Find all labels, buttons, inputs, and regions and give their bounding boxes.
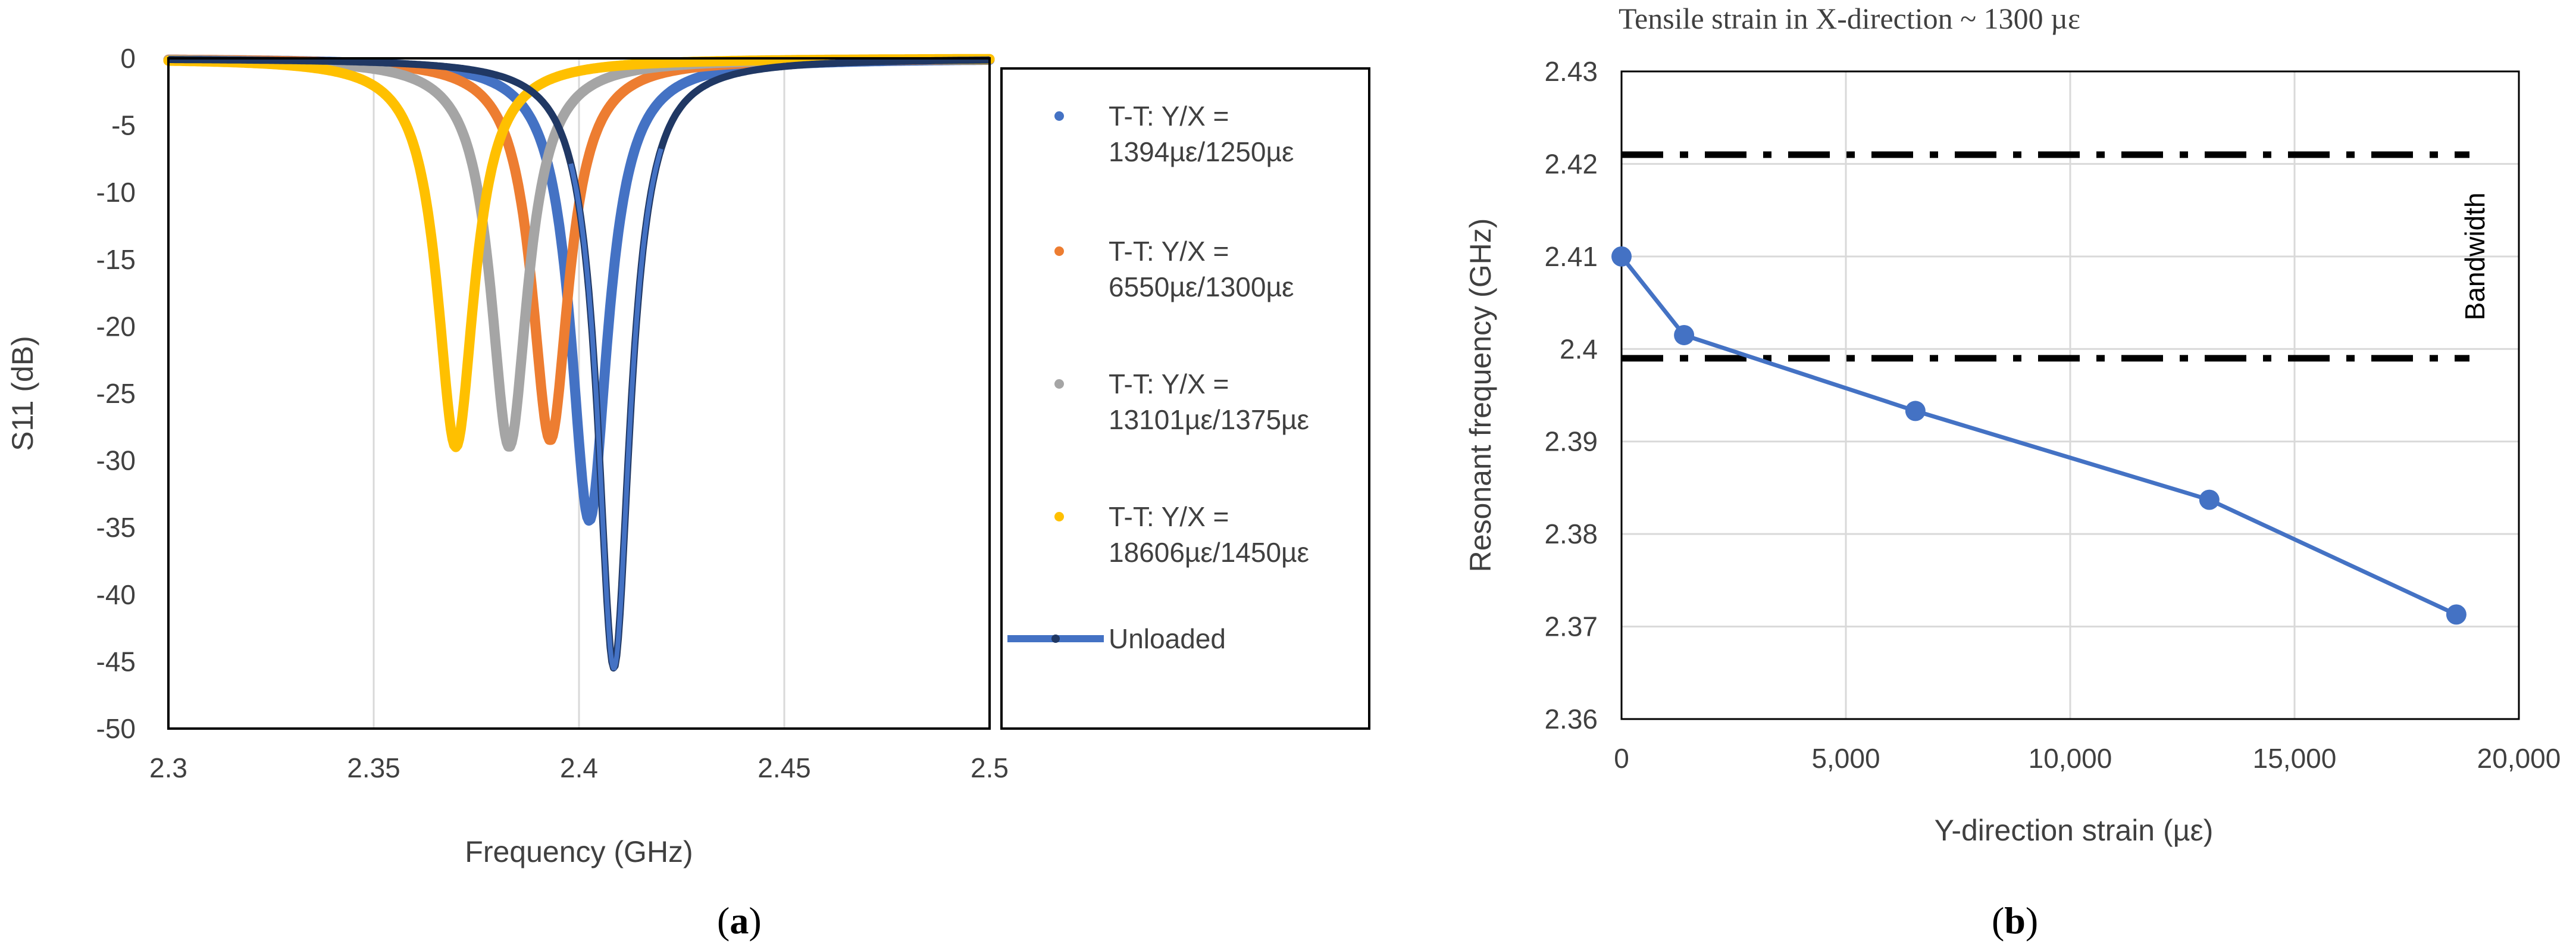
legend-a: T-T: Y/X = 1394µε/1250µε T-T: Y/X = 6550µε/…: [1000, 67, 1370, 730]
xtick-label-b: 0: [1614, 743, 1629, 774]
plot-border-a: [167, 57, 991, 730]
xtick-label-b: 15,000: [2253, 743, 2337, 774]
legend-marker-a-1: [1054, 246, 1064, 256]
legend-marker-a-3: [1054, 512, 1064, 521]
panel-a: 0 -5 -10 -15 -20 -25 -30 -35 -40 -45 -50 2.3 2.35 2.4…: [6, 43, 1370, 868]
bandwidth-label: Bandwidth: [2459, 192, 2490, 320]
legend-label-a-4: Unloaded: [1109, 623, 1226, 654]
xtick-label-a: 2.45: [758, 752, 811, 783]
legend-label-a-3-line2: 18606µε/1450µε: [1109, 537, 1309, 568]
ytick-label-a: 0: [120, 43, 136, 74]
ytick-label-b: 2.43: [1544, 56, 1598, 87]
xtick-label-b: 5,000: [1811, 743, 1880, 774]
ytick-label-b: 2.41: [1544, 241, 1598, 272]
legend-marker-a-0: [1054, 111, 1064, 121]
data-point-b: [1674, 324, 1695, 345]
ytick-label-a: -15: [96, 244, 136, 275]
xtick-label-a: 2.3: [149, 752, 187, 783]
ytick-label-a: -45: [96, 646, 136, 677]
plot-border-b: [1620, 70, 2520, 720]
legend-label-a-2: T-T: Y/X =: [1109, 368, 1229, 399]
ytick-label-a: -10: [96, 177, 136, 208]
y-axis-label-b: Resonant frequency (GHz): [1464, 218, 1497, 573]
ytick-label-a: -25: [96, 378, 136, 409]
ytick-label-a: -50: [96, 713, 136, 744]
x-axis-label-a: Frequency (GHz): [465, 835, 693, 868]
x-axis-label-b: Y-direction strain (µε): [1935, 814, 2214, 847]
xtick-label-a: 2.5: [971, 752, 1009, 783]
ytick-label-a: -20: [96, 311, 136, 342]
legend-label-a-2-line2: 13101µε/1375µε: [1109, 404, 1309, 435]
ytick-label-b: 2.38: [1544, 518, 1598, 549]
chart-title-b: Tensile strain in X-direction ~ 1300 µε: [1619, 2, 2080, 35]
series-curve-a-unloaded-tip: [568, 148, 663, 671]
data-point-b: [1611, 246, 1632, 267]
ytick-label-b: 2.36: [1544, 704, 1598, 735]
data-point-b: [2199, 489, 2220, 510]
y-axis-label-a: S11 (dB): [6, 336, 39, 451]
panel-b: Tensile strain in X-direction ~ 1300 µε B…: [1464, 2, 2561, 847]
legend-label-a-0-line2: 1394µε/1250µε: [1109, 136, 1294, 167]
legend-label-a-3: T-T: Y/X =: [1109, 501, 1229, 532]
xtick-label-a: 2.4: [560, 752, 598, 783]
caption-b: (b): [1992, 899, 2039, 942]
series-a-4: [166, 56, 992, 672]
legend-label-a-1: T-T: Y/X =: [1109, 236, 1229, 267]
ytick-label-b: 2.42: [1544, 148, 1598, 179]
legend-marker-dot-a-4: [1051, 635, 1060, 643]
caption-a: (a): [717, 899, 762, 942]
ytick-label-b: 2.37: [1544, 611, 1598, 642]
ytick-label-b: 2.39: [1544, 426, 1598, 457]
caption-letter-a: a: [730, 899, 749, 942]
legend-marker-a-2: [1054, 379, 1064, 389]
xtick-label-b: 20,000: [2477, 743, 2561, 774]
caption-letter-b: b: [2004, 899, 2026, 942]
series-line-b: [1620, 255, 2458, 617]
data-point-b: [2446, 604, 2467, 625]
legend-label-a-1-line2: 6550µε/1300µε: [1109, 271, 1294, 302]
ytick-label-b: 2.4: [1560, 333, 1598, 364]
ytick-label-a: -30: [96, 445, 136, 476]
ytick-label-a: -35: [96, 512, 136, 543]
ytick-label-a: -5: [111, 110, 136, 141]
ytick-label-a: -40: [96, 579, 136, 610]
data-point-b: [1905, 401, 1926, 421]
xtick-label-b: 10,000: [2029, 743, 2112, 774]
xtick-label-a: 2.35: [347, 752, 400, 783]
legend-box-a: [1000, 67, 1370, 730]
legend-label-a-0: T-T: Y/X =: [1109, 101, 1229, 132]
